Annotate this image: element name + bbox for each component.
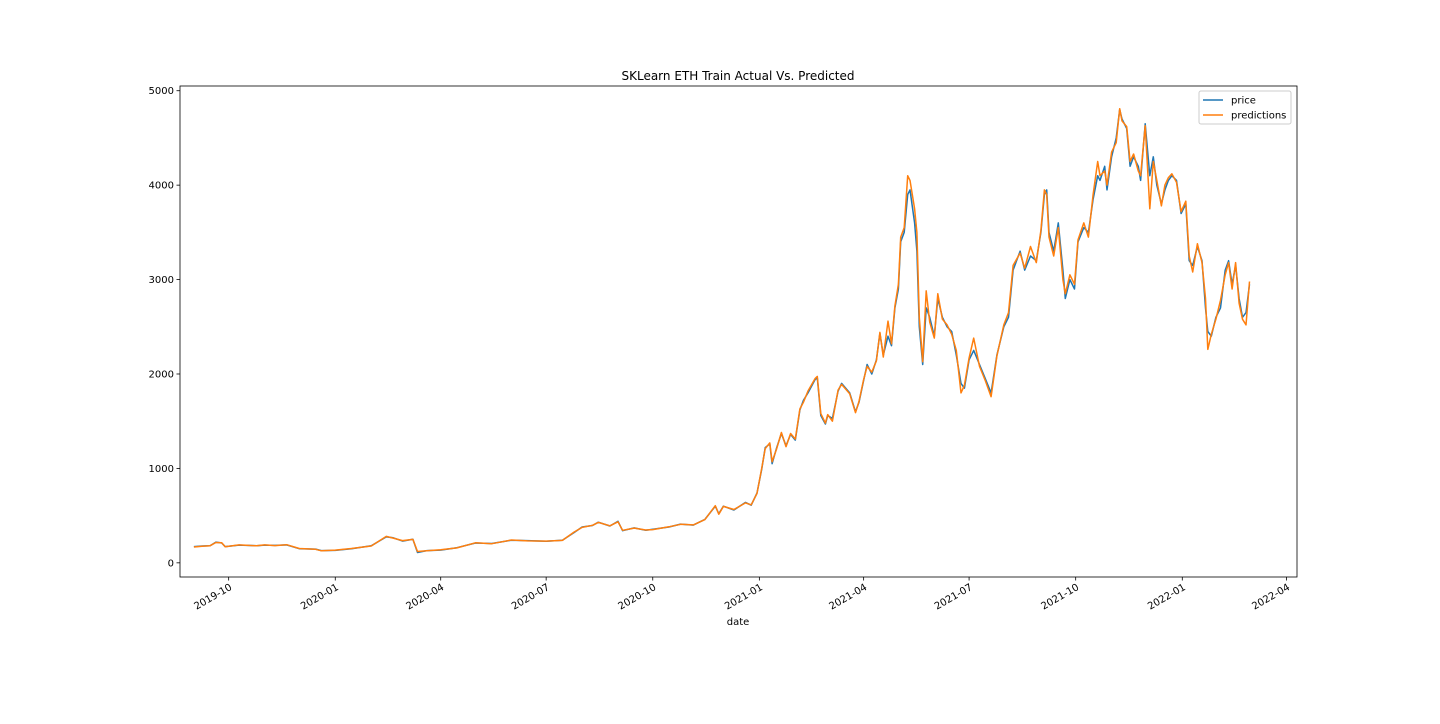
y-tick-label: 1000: [149, 464, 174, 475]
plot-area: [193, 107, 1251, 554]
x-axis-label: date: [727, 617, 750, 628]
series-line-predictions: [193, 107, 1251, 553]
y-tick-label: 0: [168, 558, 174, 569]
y-tick-label: 5000: [149, 86, 174, 97]
legend-label-predictions: predictions: [1231, 111, 1286, 122]
chart-title: SKLearn ETH Train Actual Vs. Predicted: [621, 69, 854, 83]
y-tick-label: 2000: [149, 369, 174, 380]
y-tick-label: 3000: [149, 275, 174, 286]
axes-frame: [179, 85, 1298, 578]
legend-label-price: price: [1231, 96, 1256, 107]
legend: price predictions: [1198, 90, 1292, 125]
y-tick-label: 4000: [149, 181, 174, 192]
